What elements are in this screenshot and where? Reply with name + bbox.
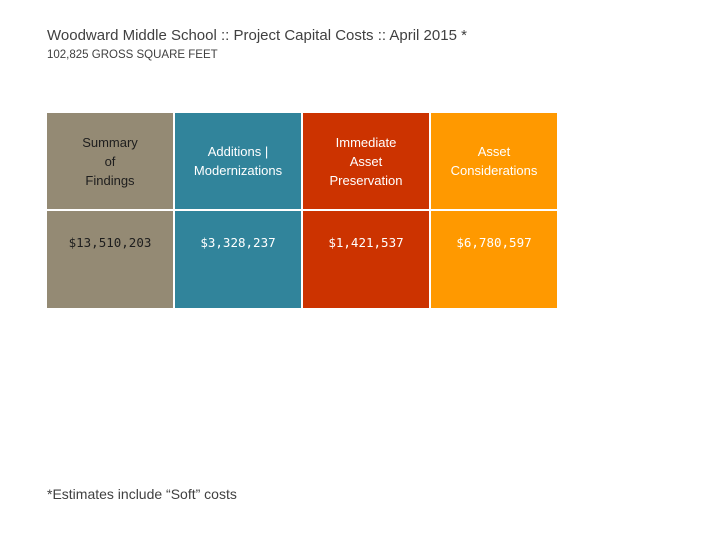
header-summary-of-findings: Summary of Findings xyxy=(47,113,173,209)
cost-summary-table: Summary of Findings Additions | Moderniz… xyxy=(47,113,557,308)
page-title: Woodward Middle School :: Project Capita… xyxy=(47,27,467,44)
value-additions-modernizations: $3,328,237 xyxy=(175,211,301,308)
header-asset-considerations: Asset Considerations xyxy=(431,113,557,209)
footnote: *Estimates include “Soft” costs xyxy=(47,486,237,502)
header-additions-modernizations: Additions | Modernizations xyxy=(175,113,301,209)
page-subtitle: 102,825 GROSS SQUARE FEET xyxy=(47,49,218,61)
value-asset-considerations: $6,780,597 xyxy=(431,211,557,308)
header-immediate-asset-preservation: Immediate Asset Preservation xyxy=(303,113,429,209)
value-summary-of-findings: $13,510,203 xyxy=(47,211,173,308)
value-immediate-asset-preservation: $1,421,537 xyxy=(303,211,429,308)
